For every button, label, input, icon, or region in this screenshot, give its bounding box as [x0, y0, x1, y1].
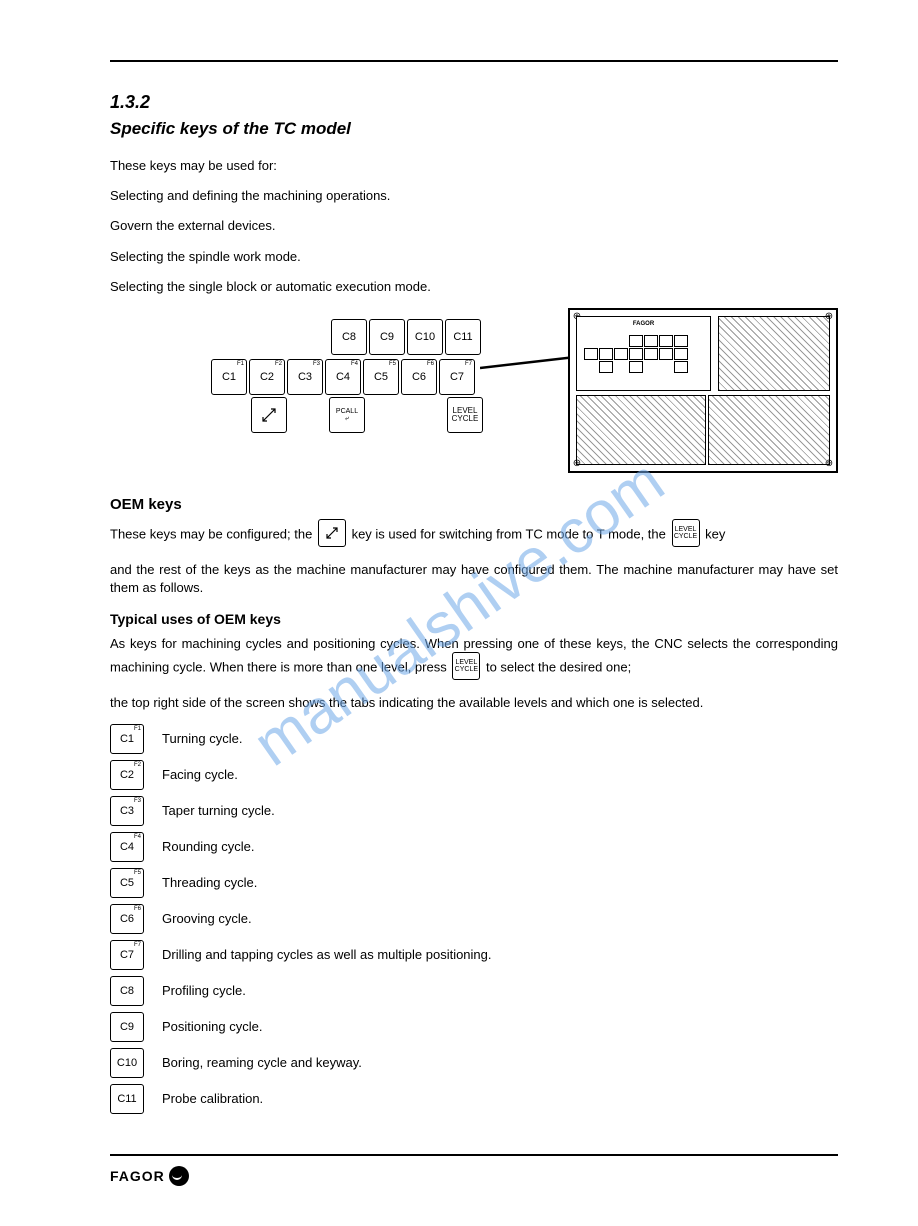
list-c8: C8Profiling cycle.	[110, 976, 838, 1006]
key-c1: F1C1	[211, 359, 247, 395]
panel-logo: FAGOR	[633, 321, 654, 327]
key-list: F1C1Turning cycle. F2C2Facing cycle. F3C…	[110, 724, 838, 1114]
list-c2: F2C2Facing cycle.	[110, 760, 838, 790]
section-number: 1.3.2	[110, 92, 838, 113]
intro-p4: Selecting the spindle work mode.	[110, 248, 838, 266]
list-c7: F7C7Drilling and tapping cycles as well …	[110, 940, 838, 970]
rule-top	[110, 60, 838, 62]
key-c7: F7C7	[439, 359, 475, 395]
list-c3: F3C3Taper turning cycle.	[110, 796, 838, 826]
keypad-diagram: C8 C9 C10 C11 F1C1 F2C2 F3C3 F4C4 F5C5 F…	[110, 308, 838, 478]
oem-title: OEM keys	[110, 496, 838, 513]
intro-p2: Selecting and defining the machining ope…	[110, 187, 838, 205]
list-c11: C11Probe calibration.	[110, 1084, 838, 1114]
control-panel: ⊕ ⊕ ⊕ ⊕ FAGOR	[568, 308, 838, 473]
list-c5: F5C5Threading cycle.	[110, 868, 838, 898]
list-c6: F6C6Grooving cycle.	[110, 904, 838, 934]
footer: FAGOR	[110, 1166, 838, 1186]
inline-level-icon-2: LEVEL CYCLE	[452, 652, 480, 680]
key-c6: F6C6	[401, 359, 437, 395]
inline-level-icon: LEVEL CYCLE	[672, 519, 700, 547]
key-c2: F2C2	[249, 359, 285, 395]
section-title: Specific keys of the TC model	[110, 119, 838, 139]
oem-use2: the top right side of the screen shows t…	[110, 694, 838, 712]
intro-p1: These keys may be used for:	[110, 157, 838, 175]
key-arrow	[251, 397, 287, 433]
key-c3: F3C3	[287, 359, 323, 395]
key-c10: C10	[407, 319, 443, 355]
list-c9: C9Positioning cycle.	[110, 1012, 838, 1042]
footer-logo: FAGOR	[110, 1166, 189, 1186]
key-c11: C11	[445, 319, 481, 355]
oem-p2: and the rest of the keys as the machine …	[110, 561, 838, 597]
intro-p3: Govern the external devices.	[110, 217, 838, 235]
intro-p5: Selecting the single block or automatic …	[110, 278, 838, 296]
inline-arrow-icon	[318, 519, 346, 547]
oem-use1: As keys for machining cycles and positio…	[110, 635, 838, 681]
key-pcall: PCALL⤶	[329, 397, 365, 433]
key-c8: C8	[331, 319, 367, 355]
key-c9: C9	[369, 319, 405, 355]
list-c1: F1C1Turning cycle.	[110, 724, 838, 754]
key-c5: F5C5	[363, 359, 399, 395]
rule-bottom	[110, 1154, 838, 1156]
key-level: LEVEL CYCLE	[447, 397, 483, 433]
list-c4: F4C4Rounding cycle.	[110, 832, 838, 862]
list-c10: C10Boring, reaming cycle and keyway.	[110, 1048, 838, 1078]
oem-uses-title: Typical uses of OEM keys	[110, 611, 838, 627]
key-c4: F4C4	[325, 359, 361, 395]
key-grid: C8 C9 C10 C11 F1C1 F2C2 F3C3 F4C4 F5C5 F…	[210, 318, 484, 436]
oem-p1: These keys may be configured; the key is…	[110, 521, 838, 549]
